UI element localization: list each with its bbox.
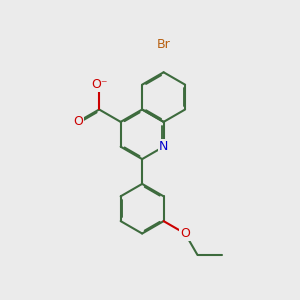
Text: Br: Br <box>157 38 170 52</box>
Text: N: N <box>159 140 168 153</box>
Text: O⁻: O⁻ <box>91 78 107 91</box>
Text: O: O <box>73 116 82 128</box>
Text: O: O <box>180 227 190 240</box>
